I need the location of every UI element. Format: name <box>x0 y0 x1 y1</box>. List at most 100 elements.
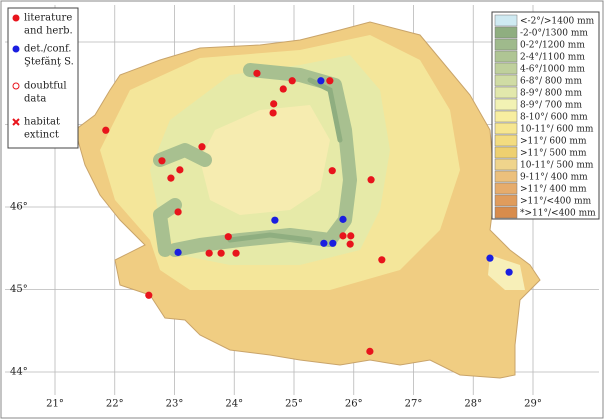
legend-swatch <box>494 14 518 27</box>
legend-label: >11°/ 500 mm <box>520 149 587 159</box>
legend-swatch <box>494 122 518 135</box>
point <box>288 77 296 85</box>
point <box>328 167 336 175</box>
legend-swatch <box>494 182 518 195</box>
point <box>271 216 279 224</box>
point <box>217 249 225 257</box>
legend-label: >11°/ 400 mm <box>520 185 587 195</box>
legend-label: 8-9°/ 700 mm <box>520 101 582 111</box>
legend-swatch <box>494 62 518 75</box>
apuseni-mountains <box>153 143 212 167</box>
point <box>317 77 325 85</box>
legend-swatch <box>494 134 518 147</box>
point <box>176 166 184 174</box>
point <box>198 143 206 151</box>
peaks <box>307 77 343 143</box>
point <box>326 77 334 85</box>
point <box>505 268 513 276</box>
legend-swatch <box>494 146 518 159</box>
legend-label: 10-11°/ 600 mm <box>520 125 594 135</box>
legend-swatch <box>494 158 518 171</box>
legend-swatch <box>494 110 518 123</box>
legend-swatch <box>494 98 518 111</box>
longitude-label: 25° <box>285 399 303 410</box>
point <box>347 232 355 240</box>
symbol <box>12 45 20 53</box>
climate-legend: <-2°/>1400 mm -2-0°/1300 mm 0-2°/1200 mm 2-… <box>491 11 600 220</box>
legend-label: 10-11°/ 500 mm <box>520 161 594 171</box>
point <box>232 249 240 257</box>
banat-mountains <box>153 198 182 257</box>
point <box>378 256 386 264</box>
point <box>167 174 175 182</box>
legend-label: *>11°/<400 mm <box>520 209 596 219</box>
legend-label: det./conf. <box>24 44 71 55</box>
longitude-label: 23° <box>166 399 184 410</box>
point <box>102 126 110 134</box>
point <box>329 239 337 247</box>
climate-legend-entries: <-2°/>1400 mm -2-0°/1300 mm 0-2°/1200 mm 2-… <box>494 14 596 219</box>
legend-label: habitat <box>24 117 60 128</box>
legend-swatch <box>494 206 518 219</box>
longitude-label: 28° <box>464 399 482 410</box>
legend-swatch <box>494 38 518 51</box>
point <box>158 157 166 165</box>
point <box>339 215 347 223</box>
longitude-label: 24° <box>225 399 243 410</box>
point <box>224 233 232 241</box>
legend-swatch <box>494 74 518 87</box>
longitude-label: 27° <box>405 399 423 410</box>
legend-label: 8-9°/ 800 mm <box>520 89 582 99</box>
legend-label: Ştefănţ S. <box>24 57 74 68</box>
symbol-legend: literature and herb. det./conf. Ştefănţ S. d… <box>7 7 79 149</box>
point <box>205 249 213 257</box>
legend-label: 9-11°/ 400 mm <box>520 173 588 183</box>
legend-label: data <box>24 94 46 105</box>
point <box>339 232 347 240</box>
symbol <box>12 82 20 90</box>
point <box>253 69 261 77</box>
high-mountains <box>227 77 343 243</box>
point <box>346 240 354 248</box>
point <box>174 208 182 216</box>
symbol <box>12 118 20 126</box>
legend-label: <-2°/>1400 mm <box>520 17 595 27</box>
point <box>320 239 328 247</box>
point <box>366 347 374 355</box>
latitude-label: 46° <box>10 202 28 213</box>
symbol <box>12 14 20 22</box>
legend-label: extinct <box>24 130 59 141</box>
legend-label: 6-8°/ 800 mm <box>520 77 582 87</box>
point <box>269 109 277 117</box>
legend-label: >11°/ 600 mm <box>520 137 587 147</box>
legend-label: -2-0°/1300 mm <box>520 29 588 39</box>
longitude-label: 26° <box>345 399 363 410</box>
point <box>270 100 278 108</box>
legend-label: 4-6°/1000 mm <box>520 65 585 75</box>
symbol-legend-entries: literature and herb. det./conf. Ştefănţ S. d… <box>12 13 74 141</box>
legend-swatch <box>494 170 518 183</box>
legend-swatch <box>494 194 518 207</box>
longitude-label: 29° <box>524 399 542 410</box>
legend-swatch <box>494 50 518 63</box>
legend-label: and herb. <box>24 26 73 37</box>
latitude-label: 44° <box>10 367 28 378</box>
transylvania <box>200 105 330 215</box>
longitude-label: 21° <box>46 399 64 410</box>
legend-box <box>7 7 79 149</box>
legend-label: 0-2°/1200 mm <box>520 41 585 51</box>
legend-label: 2-4°/1100 mm <box>520 53 585 63</box>
longitude-label: 22° <box>106 399 124 410</box>
point <box>367 176 375 184</box>
legend-label: >11°/<400 mm <box>520 197 592 207</box>
latitude-label: 45° <box>10 284 28 295</box>
occurrence-points <box>102 69 513 355</box>
point <box>279 85 287 93</box>
point <box>174 248 182 256</box>
legend-label: 8-10°/ 600 mm <box>520 113 588 123</box>
legend-swatch <box>494 86 518 99</box>
legend-label: doubtful <box>24 81 67 92</box>
legend-swatch <box>494 26 518 39</box>
legend-label: literature <box>24 13 72 24</box>
